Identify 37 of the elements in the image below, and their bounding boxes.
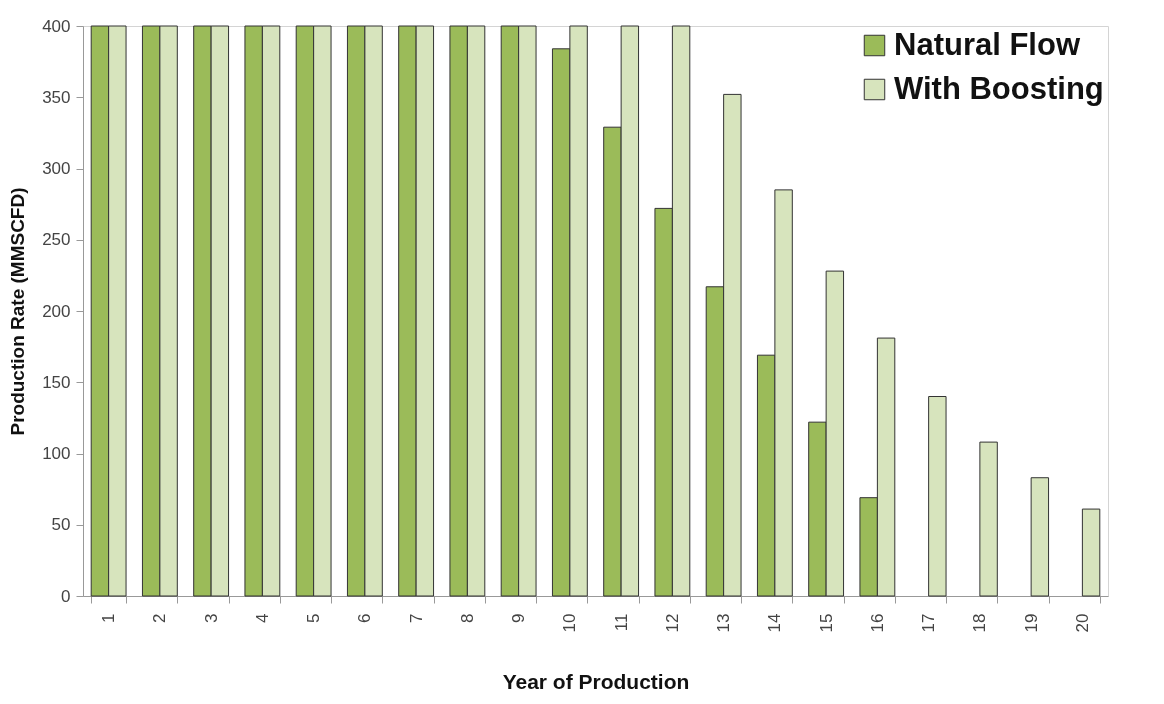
- x-tick-label: 3: [201, 613, 221, 623]
- x-axis-title: Year of Production: [502, 670, 690, 694]
- bar: [1030, 477, 1050, 597]
- x-tick-label: 14: [765, 613, 785, 633]
- x-tick-label: 13: [714, 613, 734, 633]
- y-tick-label: 150: [42, 372, 71, 392]
- x-tick-label: 7: [406, 613, 426, 623]
- bar: [928, 396, 947, 597]
- x-tick-label: 8: [457, 613, 477, 623]
- x-tick-label: 5: [304, 613, 324, 623]
- y-tick-label: 0: [61, 586, 71, 606]
- bar: [979, 441, 998, 597]
- x-tick-label: 9: [509, 613, 529, 623]
- x-tick-label: 2: [150, 613, 170, 623]
- y-axis-title: Production Rate (MMSCFD): [7, 187, 29, 436]
- x-tick-label: 12: [662, 613, 682, 633]
- legend-label: With Boosting: [894, 70, 1104, 106]
- x-tick-label: 6: [355, 613, 375, 623]
- x-tick-label: 10: [560, 613, 580, 633]
- x-tick-label: 19: [1021, 613, 1041, 633]
- y-tick-label: 250: [42, 230, 71, 250]
- y-tick-label: 50: [51, 515, 71, 535]
- x-tick-label: 17: [919, 613, 939, 633]
- legend-label: Natural Flow: [894, 26, 1081, 62]
- x-tick-label: 20: [1072, 613, 1092, 633]
- x-tick-label: 15: [816, 613, 836, 633]
- y-tick-label: 300: [42, 159, 71, 178]
- y-tick-label: 350: [42, 87, 71, 107]
- y-tick-label: 200: [42, 301, 71, 321]
- x-tick-label: 4: [252, 613, 272, 623]
- y-tick-label: 400: [42, 16, 71, 36]
- x-tick-label: 16: [867, 613, 887, 633]
- bar: [1081, 508, 1101, 597]
- x-tick-label: 1: [99, 613, 119, 623]
- x-tick-label: 18: [970, 613, 990, 633]
- x-tick-label: 11: [611, 613, 631, 632]
- y-tick-label: 100: [42, 444, 71, 463]
